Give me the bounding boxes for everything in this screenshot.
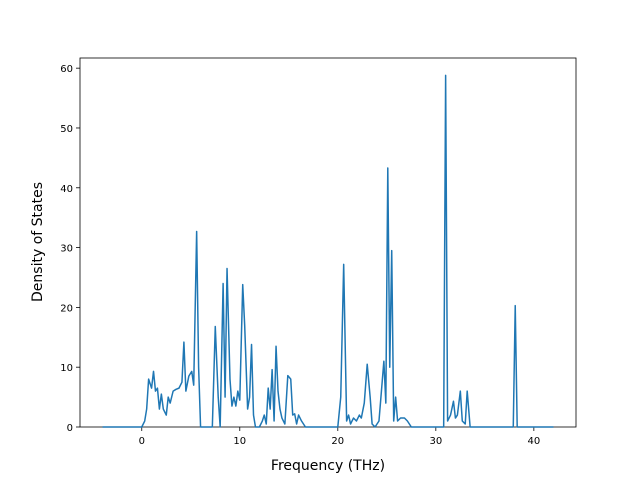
- plot-frame: [79, 57, 577, 428]
- y-tick-label: 20: [60, 303, 73, 314]
- x-axis-label: Frequency (THz): [271, 458, 385, 474]
- y-tick-label: 0: [67, 423, 73, 434]
- dos-line: [102, 74, 554, 428]
- x-tick-label: 30: [429, 436, 442, 447]
- y-axis-label: Density of States: [30, 182, 46, 302]
- x-tick-label: 40: [527, 436, 540, 447]
- y-tick-label: 40: [60, 184, 73, 195]
- y-tick-label: 60: [60, 64, 73, 75]
- x-tick-label: 0: [139, 436, 145, 447]
- y-tick-label: 50: [60, 124, 73, 135]
- y-tick-label: 10: [60, 363, 73, 374]
- y-tick-label: 30: [60, 244, 73, 255]
- x-tick-label: 10: [233, 436, 246, 447]
- x-tick-label: 20: [331, 436, 344, 447]
